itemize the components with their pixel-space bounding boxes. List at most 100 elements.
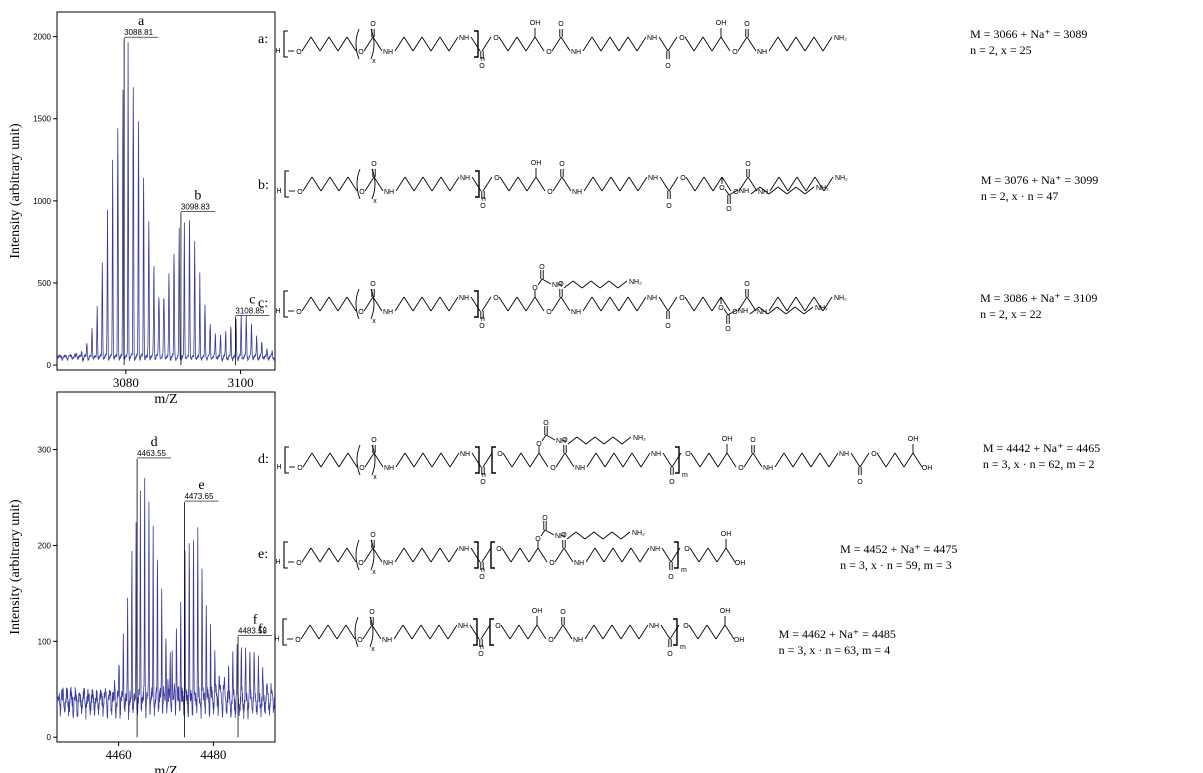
oxygen-atom: O — [496, 546, 502, 553]
bond — [828, 452, 839, 468]
bond — [499, 176, 510, 192]
bond — [372, 547, 383, 563]
bond — [590, 280, 601, 289]
bond — [364, 452, 375, 468]
peak-value-label: 4473.65 — [184, 492, 213, 501]
bond — [601, 176, 612, 192]
peg-parenthesis-open — [355, 288, 360, 320]
bond — [429, 624, 439, 640]
carbonyl-oxygen: O — [560, 609, 566, 616]
oxygen-atom: O — [497, 451, 503, 458]
bond — [715, 624, 725, 640]
bond — [510, 547, 521, 563]
bond — [440, 176, 451, 192]
bond — [516, 36, 527, 52]
peak-annotation-b: 3098.83b — [180, 188, 215, 366]
bond — [612, 436, 623, 445]
repeat-bracket-close — [474, 30, 479, 58]
bond — [712, 176, 723, 192]
bond — [724, 188, 730, 196]
bond — [602, 531, 613, 540]
bond — [560, 296, 571, 312]
bond — [699, 452, 710, 468]
bond — [768, 36, 779, 52]
bond — [301, 296, 312, 312]
bond — [404, 176, 415, 192]
repeat-bracket-open — [283, 290, 289, 318]
bond — [302, 452, 313, 468]
top-y-axis-ticks: 0 500 1000 1500 2000 — [33, 33, 57, 370]
bond — [537, 547, 548, 563]
amide-nh: NH — [460, 451, 470, 458]
bond — [594, 436, 605, 445]
bond — [413, 452, 424, 468]
bond — [507, 36, 518, 52]
repeat-subscript: n — [482, 472, 486, 479]
x-tick-label: 3080 — [113, 375, 139, 390]
structure-label-e: e: — [258, 547, 269, 562]
amide-nh: NH — [647, 35, 657, 42]
structure-label-f: f: — [258, 622, 267, 637]
repeat-bracket-close — [474, 290, 479, 318]
bond — [346, 547, 357, 563]
peak-annotation-d: 4463.55d — [136, 435, 172, 738]
bond — [538, 452, 549, 468]
bond — [629, 624, 639, 640]
bond — [638, 624, 648, 640]
repeat-subscript-x: x — [372, 318, 376, 325]
bond — [411, 624, 421, 640]
bond — [758, 306, 769, 315]
bond — [394, 296, 405, 312]
bond — [502, 452, 513, 468]
bond — [684, 36, 695, 52]
bond — [600, 36, 611, 52]
bond — [318, 624, 328, 640]
bond — [575, 531, 586, 540]
bond — [403, 296, 414, 312]
structure-c-mass: M = 3086 + Na⁺ = 3109 — [980, 291, 1098, 305]
bond — [301, 36, 312, 52]
top-spectrum-panel: 0 500 1000 1500 2000 3080 3100 3088.81a 3098.8… — [8, 11, 276, 407]
bond — [394, 547, 405, 563]
bond — [338, 176, 349, 192]
bond — [749, 306, 760, 315]
bond — [768, 186, 779, 195]
bond — [737, 36, 748, 52]
bond — [724, 624, 734, 640]
bond — [658, 36, 669, 52]
bond — [448, 547, 459, 563]
terminal-amine: NH₂ — [834, 35, 847, 42]
bond — [563, 280, 574, 289]
structure-a-mass: M = 3066 + Na⁺ = 3089 — [970, 27, 1088, 41]
carbonyl-oxygen: O — [669, 479, 675, 486]
bond — [804, 186, 815, 195]
repeat-subscript: m — [681, 567, 687, 574]
top-x-axis-label: m/Z — [154, 392, 177, 407]
bond — [593, 531, 604, 540]
hydrogen-atom: H — [276, 464, 281, 471]
peak-letter: b — [194, 188, 201, 203]
bond — [319, 36, 330, 52]
bond — [541, 278, 552, 285]
bond — [555, 452, 566, 468]
bond — [449, 176, 460, 192]
bond — [310, 36, 321, 52]
bond — [795, 296, 806, 312]
bond — [553, 624, 563, 640]
structure-d-formula: M = 4442 + Na⁺ = 4465 n = 3, x · n = 62,… — [983, 440, 1100, 472]
bond — [560, 36, 571, 52]
bond — [395, 176, 406, 192]
bond — [421, 547, 432, 563]
amide-nh: NH — [383, 309, 393, 316]
repeat-subscript: n — [481, 56, 485, 63]
y-tick-label: 500 — [38, 279, 52, 288]
bond — [621, 436, 632, 445]
peak-annotation-a: 3088.81a — [123, 14, 159, 366]
bond — [603, 547, 614, 563]
bond — [345, 624, 355, 640]
oxygen-atom: O — [359, 189, 365, 196]
